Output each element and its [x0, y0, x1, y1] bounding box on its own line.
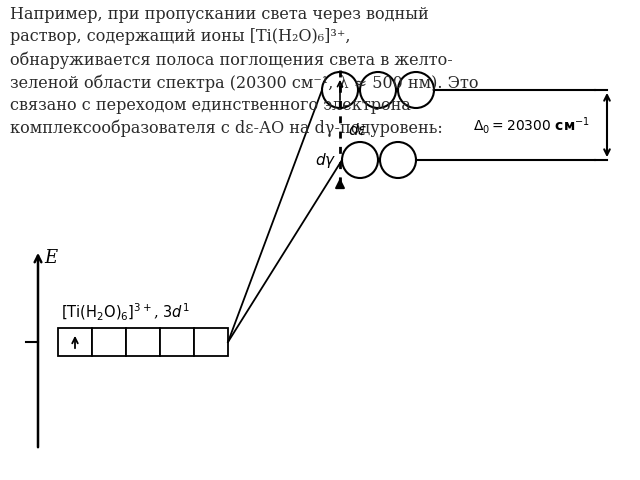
Text: $d\varepsilon$: $d\varepsilon$: [348, 122, 368, 138]
Bar: [58, 328, 92, 356]
Text: Например, при пропускании света через водный
раствор, содержащий ионы [Ti(H₂O)₆]: Например, при пропускании света через во…: [10, 6, 479, 137]
Text: E: E: [44, 249, 57, 267]
Circle shape: [360, 72, 396, 108]
Bar: [126, 328, 160, 356]
Circle shape: [342, 142, 378, 178]
Bar: [160, 328, 194, 356]
Text: $\Delta_0 = 20300\ \mathbf{см}^{-1}$: $\Delta_0 = 20300\ \mathbf{см}^{-1}$: [473, 115, 590, 135]
Circle shape: [380, 142, 416, 178]
Text: $d\gamma$: $d\gamma$: [315, 151, 336, 169]
Text: $[\mathrm{Ti(H_2O)_6}]^{3+}$, $3d^1$: $[\mathrm{Ti(H_2O)_6}]^{3+}$, $3d^1$: [61, 302, 190, 323]
Circle shape: [398, 72, 434, 108]
Circle shape: [322, 72, 358, 108]
Bar: [194, 328, 228, 356]
Bar: [92, 328, 126, 356]
